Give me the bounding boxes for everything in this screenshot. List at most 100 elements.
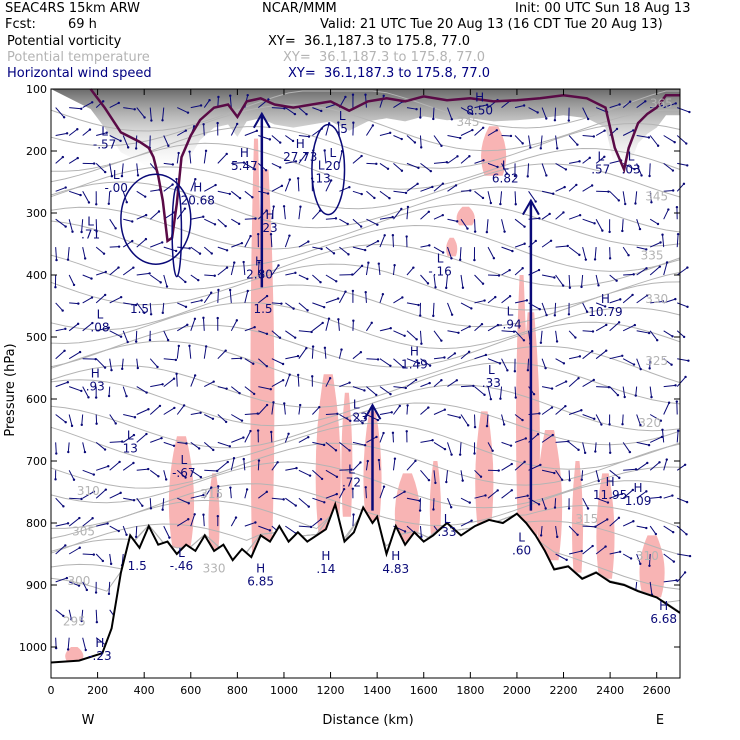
- wind-arrow-head: [672, 560, 676, 563]
- wind-arrow-head: [406, 205, 410, 209]
- wind-arrow: [474, 323, 483, 332]
- wind-arrow: [311, 346, 314, 359]
- wind-arrow: [123, 497, 135, 501]
- wind-arrow-head: [376, 418, 380, 422]
- wind-arrow-head: [202, 316, 205, 320]
- wind-arrow-head: [671, 169, 675, 172]
- wind-arrow-head: [389, 392, 392, 396]
- wind-arrow: [177, 324, 188, 332]
- wind-arrow-head: [561, 284, 565, 287]
- wind-arrow-head: [373, 196, 376, 200]
- wind-arrow: [285, 330, 296, 339]
- wind-arrow-head: [352, 513, 355, 516]
- wind-arrow-head: [90, 296, 94, 299]
- wind-arrow-head: [522, 104, 526, 107]
- wind-arrow-head: [466, 227, 469, 230]
- wind-arrow: [244, 489, 248, 499]
- wind-arrow-head: [213, 223, 217, 226]
- wind-arrow-head: [686, 305, 689, 309]
- wind-arrow: [82, 386, 89, 398]
- wind-arrow-head: [550, 406, 554, 409]
- wind-arrow-head: [117, 266, 120, 269]
- wind-arrow-head: [177, 151, 180, 155]
- wind-arrow-head: [65, 132, 69, 135]
- wind-arrow-head: [665, 261, 669, 264]
- extremum-letter: L: [444, 512, 451, 526]
- wind-arrow: [284, 179, 291, 192]
- pv-contour-tropopause: [89, 88, 680, 244]
- wind-arrow: [433, 161, 447, 164]
- wind-arrow: [190, 375, 196, 387]
- wind-arrow: [622, 553, 632, 559]
- extremum-letter: L: [339, 109, 346, 123]
- wind-arrow-head: [117, 529, 120, 533]
- wind-arrow: [677, 302, 688, 308]
- wind-arrow: [447, 442, 453, 455]
- wind-arrow-head: [226, 460, 229, 464]
- wind-arrow-head: [393, 457, 397, 460]
- wind-arrow-head: [564, 380, 568, 383]
- wind-arrow: [420, 163, 432, 172]
- extremum-letter: L: [330, 146, 337, 160]
- wind-arrow: [582, 330, 594, 332]
- wind-arrow: [582, 185, 593, 192]
- wind-arrow-head: [440, 339, 443, 342]
- wind-arrow: [433, 409, 446, 415]
- wind-arrow: [298, 525, 312, 528]
- wind-arrow-head: [389, 327, 392, 330]
- wind-arrow: [474, 469, 482, 478]
- wind-arrow: [177, 441, 187, 444]
- wind-arrow-head: [539, 463, 542, 467]
- wind-arrow-head: [603, 155, 606, 159]
- wind-arrow: [325, 413, 338, 415]
- wind-arrow: [339, 442, 350, 451]
- wind-arrow-head: [502, 423, 506, 426]
- wind-arrow-head: [600, 423, 603, 426]
- field-name-wind: Horizontal wind speed: [7, 66, 152, 81]
- wind-arrow: [541, 190, 554, 195]
- wind-arrow: [650, 300, 664, 304]
- wind-arrow: [109, 525, 120, 532]
- wind-arrow-head: [360, 192, 363, 196]
- wind-arrow: [190, 179, 196, 192]
- wind-arrow: [55, 609, 64, 617]
- wind-speed-contour: [171, 185, 183, 278]
- wind-arrow: [285, 272, 296, 276]
- terrain-line: [50, 501, 681, 664]
- wind-arrow: [176, 405, 185, 415]
- wind-arrow-head: [647, 331, 651, 335]
- wind-arrow-head: [607, 190, 610, 193]
- wind-arrow-head: [440, 144, 443, 148]
- wind-arrow-head: [148, 338, 152, 342]
- wind-arrow-head: [134, 535, 138, 539]
- wind-arrow-head: [120, 174, 124, 178]
- wind-arrow-head: [65, 576, 69, 580]
- wind-arrow: [312, 246, 322, 250]
- wind-arrow-head: [278, 166, 282, 169]
- wind-arrow-head: [245, 488, 249, 491]
- wind-arrow-head: [445, 480, 448, 484]
- wind-arrow-head: [377, 458, 381, 462]
- wind-arrow: [283, 403, 286, 415]
- wind-arrow: [661, 429, 665, 443]
- wind-arrow-head: [400, 137, 403, 141]
- wind-arrow-head: [71, 230, 74, 233]
- wind-arrow-head: [210, 252, 213, 255]
- wind-arrow-head: [617, 516, 621, 520]
- wind-arrow-head: [539, 534, 543, 537]
- wind-arrow-head: [536, 433, 540, 436]
- wind-arrow: [325, 246, 335, 254]
- wind-arrow: [162, 107, 165, 121]
- wind-arrow-head: [566, 244, 569, 248]
- field-xy-pv: XY= 36.1,187.3 to 175.8, 77.0: [268, 34, 471, 49]
- wind-arrow: [663, 262, 668, 276]
- wind-arrow: [149, 274, 161, 283]
- wind-arrow-head: [661, 428, 664, 432]
- extremum-value: 6.82: [492, 172, 519, 186]
- wind-arrow-head: [400, 169, 404, 172]
- wind-arrow: [55, 107, 65, 118]
- theta-contour-label: 295: [63, 614, 86, 628]
- wind-arrow: [663, 384, 676, 388]
- wind-arrow: [204, 274, 215, 277]
- wind-arrow-head: [428, 381, 431, 385]
